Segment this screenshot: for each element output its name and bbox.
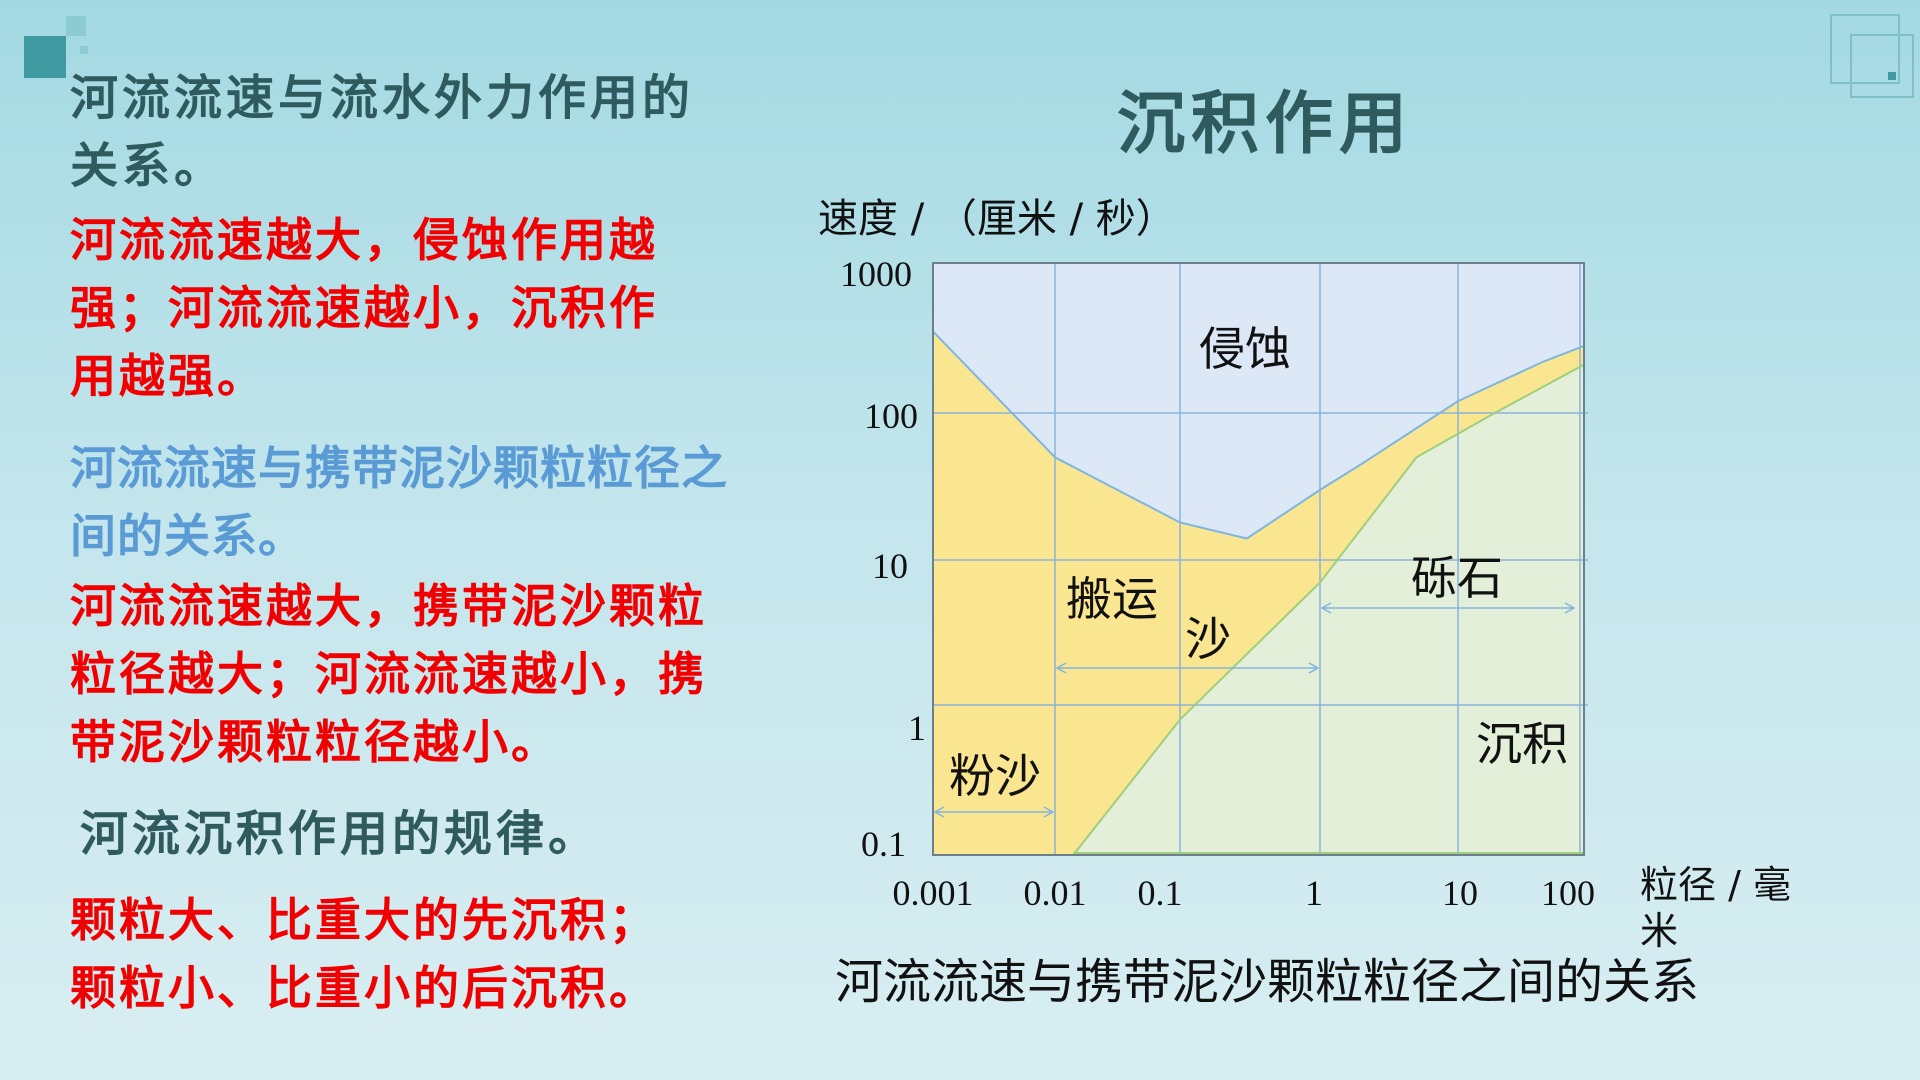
size-class-label: 粉沙: [949, 749, 1041, 803]
x-tick-label: 1: [1305, 873, 1323, 913]
x-tick-label: 0.01: [1024, 873, 1087, 913]
y-tick-label: 10: [872, 546, 908, 586]
x-axis-label: 粒径 / 毫米: [1640, 863, 1791, 953]
erosion-threshold-curve: [932, 263, 1585, 540]
x-tick-label: 0.1: [1138, 873, 1183, 913]
arrow-head-right: [1308, 662, 1320, 674]
deposition-region: [1073, 364, 1584, 855]
size-class-label: 砾石: [1411, 551, 1503, 605]
corner-square-tiny: [80, 46, 88, 54]
plot-frame: [932, 262, 1585, 856]
x-tick-label: 10: [1442, 873, 1478, 913]
corner-square-small: [66, 16, 86, 36]
arrow-head-right: [1564, 602, 1576, 614]
heading-velocity-grain: 河流流速与携带泥沙颗粒粒径之 间的关系。: [70, 441, 728, 563]
heading-deposition-rule: 河流沉积作用的规律。: [80, 806, 601, 862]
x-tick-label: 100: [1541, 873, 1595, 913]
corner-frame-outer: [1830, 14, 1900, 84]
heading-velocity-erosion: 河流流速与流水外力作用的 关系。: [70, 70, 695, 194]
corner-square-large: [24, 36, 66, 78]
x-tick-label: 0.001: [893, 873, 974, 913]
y-tick-label: 1000: [840, 254, 912, 294]
corner-dot: [1888, 72, 1896, 80]
deposition-threshold-curve: [1072, 363, 1585, 856]
chart-caption: 河流流速与携带泥沙颗粒粒径之间的关系: [835, 954, 1700, 1010]
y-tick-label: 100: [864, 396, 918, 436]
region-label: 侵蚀: [1199, 322, 1291, 376]
answer-velocity-erosion: 河流流速越大，侵蚀作用越 强；河流流速越小，沉积作 用越强。: [70, 213, 658, 403]
corner-frame-inner: [1850, 34, 1914, 98]
arrow-head-left: [933, 806, 945, 818]
region-label: 搬运: [1066, 572, 1158, 626]
y-tick-label: 0.1: [861, 824, 906, 864]
arrow-head-left: [1055, 662, 1067, 674]
slide-title: 沉积作用: [1116, 85, 1413, 164]
region-label: 沉积: [1476, 717, 1568, 771]
size-class-label: 沙: [1185, 612, 1231, 666]
arrow-head-right: [1043, 806, 1055, 818]
answer-velocity-grain: 河流流速越大，携带泥沙颗粒 粒径越大；河流流速越小，携 带泥沙颗粒粒径越小。: [70, 579, 707, 769]
arrow-head-left: [1320, 602, 1332, 614]
y-axis-label: 速度 / （厘米 / 秒）: [818, 196, 1176, 242]
y-tick-label: 1: [908, 708, 926, 748]
answer-deposition-rule: 颗粒大、比重大的先沉积； 颗粒小、比重小的后沉积。: [70, 893, 658, 1015]
